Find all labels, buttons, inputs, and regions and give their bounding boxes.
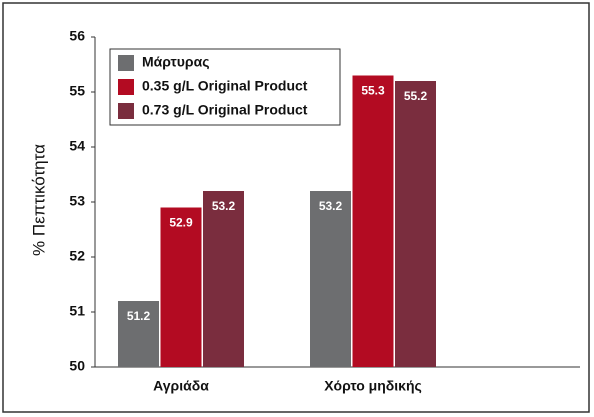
y-tick-label: 51 — [69, 303, 85, 319]
value-label: 52.9 — [169, 216, 193, 230]
bar — [160, 207, 202, 367]
legend-swatch — [118, 103, 134, 119]
bar — [203, 191, 244, 367]
legend-label: 0.73 g/L Original Product — [142, 102, 308, 118]
bar — [395, 81, 436, 367]
legend-label: 0.35 g/L Original Product — [142, 78, 308, 94]
x-tick-label: Αγριάδα — [153, 378, 209, 394]
value-label: 55.3 — [361, 84, 385, 98]
legend-label: Μάρτυρας — [142, 54, 209, 70]
value-label: 53.2 — [212, 199, 236, 213]
value-label: 55.2 — [404, 89, 428, 103]
legend-box — [109, 48, 341, 126]
y-tick-label: 50 — [69, 358, 85, 374]
x-tick-label: Χόρτο μηδικής — [324, 378, 422, 394]
y-tick-label: 52 — [69, 248, 85, 264]
y-tick-label: 56 — [69, 28, 85, 44]
bar — [352, 75, 394, 367]
bar — [118, 301, 159, 367]
value-label: 53.2 — [319, 199, 343, 213]
value-label: 51.2 — [127, 309, 151, 323]
y-tick-label: 55 — [69, 83, 85, 99]
bar — [310, 191, 351, 367]
y-tick-label: 53 — [69, 193, 85, 209]
legend-swatch — [118, 55, 134, 71]
y-axis-label: % Πεπτικότητα — [29, 144, 48, 256]
legend-swatch — [118, 79, 134, 95]
y-tick-label: 54 — [69, 138, 85, 154]
